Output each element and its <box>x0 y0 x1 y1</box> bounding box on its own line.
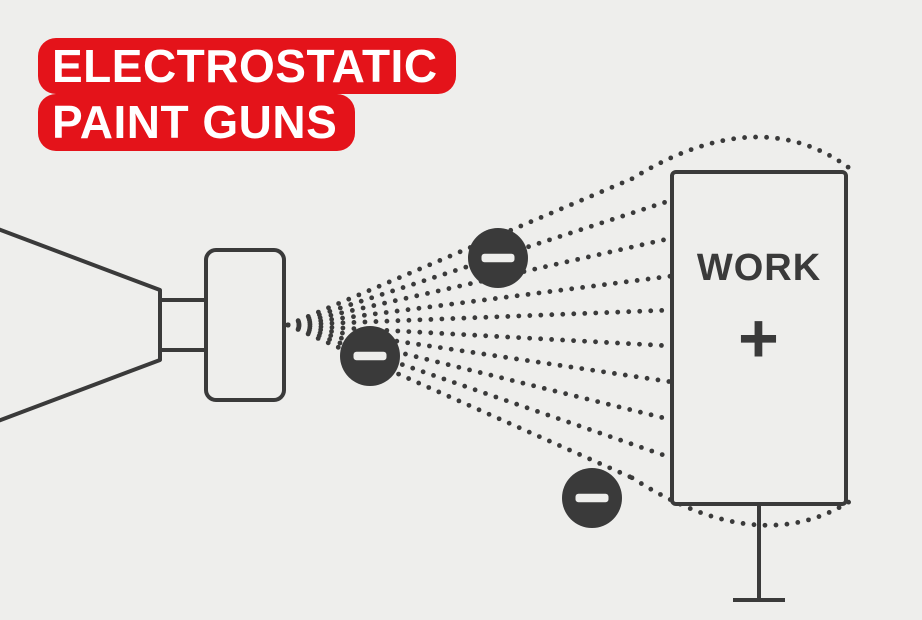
work-label: WORK <box>697 247 821 289</box>
minus-particle <box>562 468 622 528</box>
negative-particles <box>340 228 622 528</box>
workpiece: WORK + <box>672 172 846 600</box>
plus-symbol: + <box>738 299 780 377</box>
title-block: ELECTROSTATIC PAINT GUNS <box>38 38 456 151</box>
title-line-2: PAINT GUNS <box>38 94 355 150</box>
paint-gun <box>0 226 284 424</box>
minus-particle <box>468 228 528 288</box>
minus-particle <box>340 326 400 386</box>
title-line-1: ELECTROSTATIC <box>38 38 456 94</box>
